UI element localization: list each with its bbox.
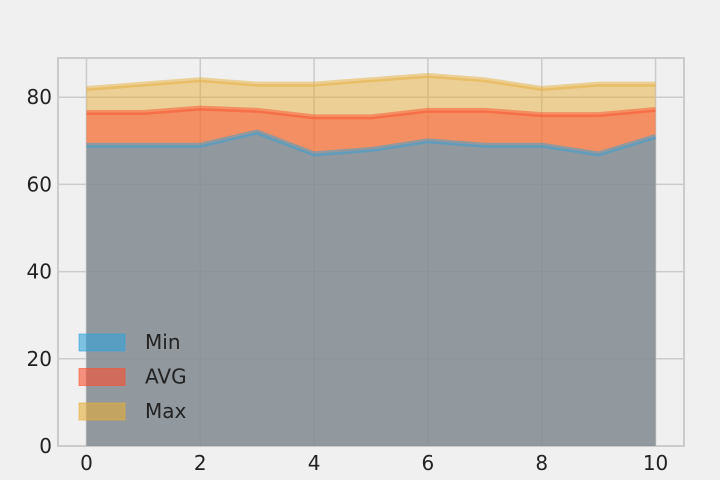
tick-labels: 0 2 4 6 8 10 0 20 40 60 80: [27, 85, 669, 475]
x-tick-label: 6: [422, 451, 435, 475]
legend-label-max: Max: [145, 399, 187, 423]
line-min: [86, 129, 657, 157]
x-tick-label: 10: [643, 451, 668, 475]
y-tick-label: 20: [27, 347, 52, 371]
line-avg: [86, 105, 656, 120]
legend-label-avg: AVG: [145, 365, 187, 389]
y-tick-label: 60: [27, 172, 52, 196]
y-tick-label: 0: [39, 434, 52, 458]
line-max: [86, 72, 656, 92]
legend-swatch-min: [78, 333, 126, 352]
legend-swatch-max: [78, 402, 126, 421]
y-tick-label: 80: [27, 85, 52, 109]
y-tick-label: 40: [27, 260, 52, 284]
x-tick-label: 8: [535, 451, 548, 475]
legend-label-min: Min: [145, 330, 181, 354]
x-tick-label: 0: [80, 451, 93, 475]
legend-swatch-avg: [78, 368, 126, 386]
x-tick-label: 2: [194, 451, 207, 475]
legend: Min AVG Max: [78, 330, 187, 423]
x-tick-label: 4: [308, 451, 321, 475]
series-lines: [86, 72, 657, 157]
area-min: [86, 132, 656, 446]
series-areas: [86, 75, 656, 447]
